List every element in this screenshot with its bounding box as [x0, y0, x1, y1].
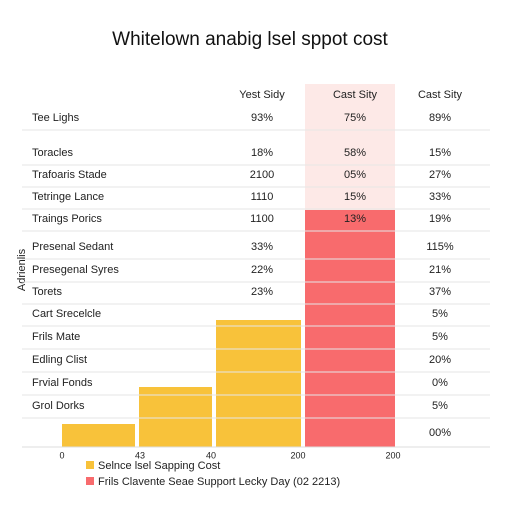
legend-swatch: [86, 477, 94, 485]
row-label: Tetringe Lance: [32, 191, 104, 203]
cell: 23%: [251, 286, 273, 298]
cell: 05%: [344, 169, 366, 181]
row-label: Toracles: [32, 147, 73, 159]
cell: 1100: [250, 213, 274, 225]
row-label: Frils Mate: [32, 331, 80, 343]
red-bar: [305, 210, 395, 447]
x-tick-label: 0: [59, 450, 64, 460]
row-label: Grol Dorks: [32, 400, 85, 412]
x-tick-label: 200: [385, 450, 400, 460]
cell: 27%: [429, 169, 451, 181]
x-tick-label: 40: [206, 450, 216, 460]
cell: 19%: [429, 213, 451, 225]
cell: 115%: [426, 241, 454, 253]
column-highlight: [305, 84, 395, 210]
legend-label: Selnce lsel Sapping Cost: [98, 460, 220, 472]
cell: 5%: [432, 400, 448, 412]
cell: 18%: [251, 147, 273, 159]
cell: 22%: [251, 264, 273, 276]
row-label: Presegenal Syres: [32, 264, 119, 276]
column-header: Yest Sidy: [239, 89, 285, 101]
x-tick-label: 200: [290, 450, 305, 460]
cell: 33%: [429, 191, 451, 203]
yellow-bar: [139, 387, 212, 447]
cell: 1110: [251, 191, 274, 203]
yellow-bar: [216, 320, 301, 447]
x-tick-label: 43: [135, 450, 145, 460]
column-header: Cast Sity: [418, 89, 463, 101]
cell: 00%: [429, 427, 451, 439]
cell: 89%: [429, 112, 451, 124]
legend-swatch: [86, 461, 94, 469]
row-label: Cart Srecelcle: [32, 308, 101, 320]
cell: 2100: [250, 169, 274, 181]
cell: 33%: [251, 241, 273, 253]
row-label: Trafoaris Stade: [32, 169, 107, 181]
row-label: Frvial Fonds: [32, 377, 93, 389]
column-header: Cast Sity: [333, 89, 378, 101]
cell: 20%: [429, 354, 451, 366]
cell: 5%: [432, 331, 448, 343]
cell: 13%: [344, 213, 366, 225]
cell: 75%: [344, 112, 366, 124]
cell: 15%: [344, 191, 366, 203]
y-axis-label: Adrienlis: [16, 248, 28, 291]
cell: 0%: [432, 377, 448, 389]
legend-label: Frils Clavente Seae Support Lecky Day (0…: [98, 476, 340, 488]
title: Whitelown anabig lsel sppot cost: [112, 29, 388, 50]
cell: 15%: [429, 147, 451, 159]
yellow-bar: [62, 424, 135, 447]
cell: 93%: [251, 112, 273, 124]
row-label: Tee Lighs: [32, 112, 80, 124]
cell: 37%: [429, 286, 451, 298]
cell: 21%: [429, 264, 451, 276]
row-label: Torets: [32, 286, 62, 298]
cell: 58%: [344, 147, 366, 159]
cell: 5%: [432, 308, 448, 320]
row-label: Traings Porics: [32, 213, 102, 225]
row-label: Presenal Sedant: [32, 241, 113, 253]
row-label: Edling Clist: [32, 354, 87, 366]
